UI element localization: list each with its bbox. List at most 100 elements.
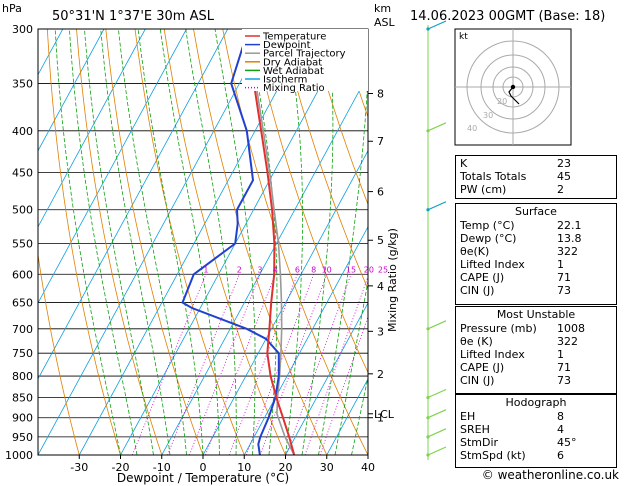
wind-barb-dot [426,208,430,212]
hodo-ring-label: 20 [497,97,507,106]
wind-barb [427,20,447,30]
hodograph-table-title: Hodograph [505,396,567,409]
pressure-tick-label: 950 [12,431,33,444]
surface-title: Surface [515,205,557,218]
pw-label: PW (cm) [460,183,507,196]
k-label: K [460,157,468,170]
row-value: 8 [557,410,564,423]
table-row: CIN (J) 73 [456,284,616,297]
row-label: SREH [460,423,490,436]
indices-box: K 23 Totals Totals 45 PW (cm) 2 [455,155,617,199]
hodo-trace [508,86,520,105]
height-tick-label: 5 [377,234,384,247]
row-label: StmSpd (kt) [460,449,526,462]
height-tick-label: 7 [377,135,384,148]
pressure-tick-label: 400 [12,125,33,138]
isotherm [120,29,352,455]
dry-adiabat [76,29,163,455]
mixing-ratio-label: 1 [203,265,208,274]
dry-adiabat [310,29,368,206]
pressure-axis: 300 350 400 450 500 550 600 650 700 750 800 850 900 9… [5,23,33,462]
row-value: 1008 [557,322,585,335]
isotherm [243,225,368,455]
wet-adiabat [118,29,187,455]
wet-adiabat [159,29,220,455]
wet-adiabat [100,29,171,455]
pressure-tick-label: 650 [12,297,33,310]
row-value: 73 [557,374,571,387]
table-row: StmSpd (kt) 6 [456,449,616,462]
row-label: θe(K) [460,245,490,258]
height-tick-label: 6 [377,186,384,199]
row-value: 6 [557,449,564,462]
row-label: Pressure (mb) [460,322,537,335]
row-label: CIN (J) [460,284,495,297]
pressure-tick-label: 800 [12,370,33,383]
temperature-tick-label: 10 [237,461,251,474]
wind-barb [427,320,447,330]
mixing-ratio-line [246,274,315,455]
pressure-tick-label: 300 [12,23,33,36]
temperature-tick-label: 20 [279,461,293,474]
temperature-tick-label: 0 [200,461,207,474]
dry-adiabat [38,252,80,455]
pressure-tick-label: 750 [12,347,33,360]
wet-adiabat [248,29,278,455]
mixing-ratio-label: 25 [378,265,388,274]
wet-adiabat [69,29,138,455]
row-label: Lifted Index [460,258,525,271]
table-row: CAPE (J) 71 [456,361,616,374]
hodograph: kt 20 30 40 [454,28,572,146]
most-unstable-box: Most Unstable Pressure (mb) 1008 θe (K) 322… [455,306,617,394]
isotherm [202,149,368,455]
temperature-tick-label: 30 [320,461,334,474]
wet-adiabat [351,375,368,455]
dry-adiabat [251,29,368,374]
datetime-title: 14.06.2023 00GMT (Base: 18) [410,9,605,24]
row-value: 322 [557,245,578,258]
temperature-tick-label: 40 [361,461,375,474]
row-value: 1 [557,348,564,361]
mixing-ratio-label: 3 [257,265,262,274]
row-value: 322 [557,335,578,348]
dewpoint-line [181,29,280,455]
mixing-ratio-line [189,274,261,455]
x-axis-label: Dewpoint / Temperature (°C) [117,471,289,485]
pressure-tick-label: 550 [12,237,33,250]
row-label: CAPE (J) [460,271,505,284]
mixing-ratio-label: 15 [346,265,356,274]
wind-barb [427,428,447,438]
row-label: Dewp (°C) [460,232,517,245]
pressure-tick-label: 500 [12,204,33,217]
table-row: Lifted Index 1 [456,258,616,271]
row-value: 45° [557,436,577,449]
wet-adiabat [137,29,204,455]
dry-adiabat [280,29,368,291]
isotherm [38,29,146,228]
wind-barb-dot [426,416,430,420]
wet-adiabat [334,278,368,455]
legend-label: Dry Adiabat [263,57,322,68]
parcel-trajectory-line [247,29,295,455]
mixing-ratio-label: 20 [364,265,374,274]
dry-adiabat [134,29,245,455]
temperature-tick-label: -10 [153,461,171,474]
most-unstable-title: Most Unstable [496,308,576,321]
temperature-line [247,29,296,455]
row-value: 13.8 [557,232,582,245]
temperature-axis: -30 -20 -10 0 10 20 30 40 [70,455,375,474]
height-tick-label: 8 [377,88,384,101]
mixing-ratio-label: 2 [237,265,242,274]
table-row: θe (K) 322 [456,335,616,348]
hpa-label: hPa [2,2,22,15]
pressure-tick-label: 850 [12,391,33,404]
mixing-ratio-line [259,274,328,455]
table-row: Dewp (°C) 13.8 [456,232,616,245]
hodo-ring-label: 30 [483,111,493,120]
wind-barb [427,446,447,456]
legend-label: Wet Adiabat [263,66,324,77]
isotherm [326,378,368,455]
lcl-label: LCL [374,408,395,421]
